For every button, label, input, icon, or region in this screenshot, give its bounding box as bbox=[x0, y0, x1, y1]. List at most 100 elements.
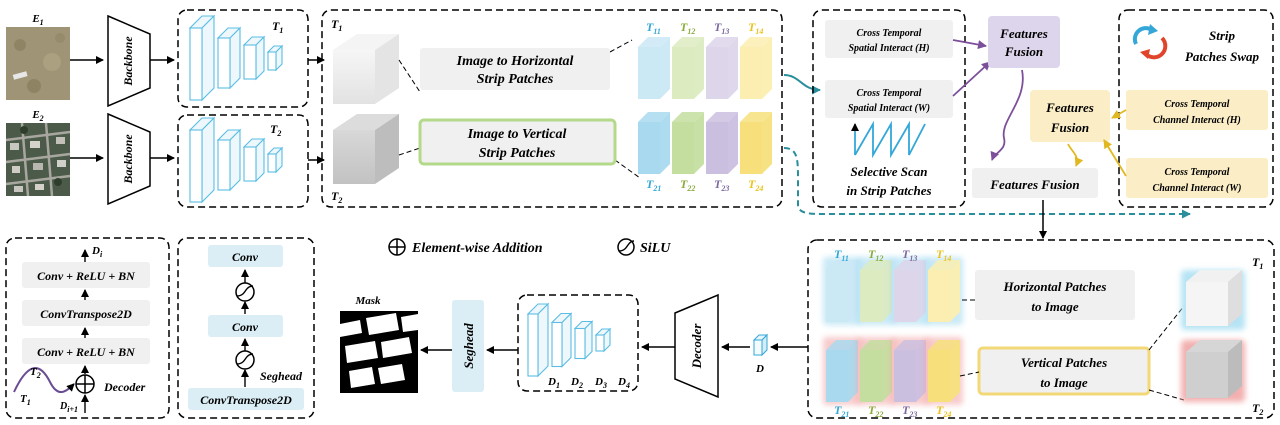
seghead-detail-label: Seghead bbox=[260, 369, 303, 383]
feature-d-label: D bbox=[755, 363, 764, 375]
output-mask: Mask bbox=[340, 295, 418, 393]
strip-top-token-2: T12 bbox=[680, 20, 695, 36]
swap-title-line1: Strip bbox=[1209, 28, 1236, 43]
feature-pyramid-t1 bbox=[188, 14, 284, 102]
horizontal-to-image-line1: Horizontal Patches bbox=[1003, 279, 1107, 294]
seghead-silu-icon-1 bbox=[235, 282, 255, 302]
channel-interact-h-line2: Channel Interact (H) bbox=[1153, 115, 1241, 126]
selective-scan-icon bbox=[851, 120, 926, 159]
strip-bottom-token-3: T23 bbox=[714, 177, 729, 193]
strip-patches-top: T11 T12 T13 T14 bbox=[638, 20, 772, 99]
strip-bottom-patch-3: T23 bbox=[706, 112, 738, 193]
backbone-label-1: Backbone bbox=[121, 36, 135, 87]
feature-box-t1: T1 bbox=[177, 9, 309, 108]
fusion-mid-line1: Features bbox=[1045, 100, 1094, 115]
reconstruct-bottom-patch-3: T23 bbox=[891, 337, 929, 419]
selective-scan-line2: in Strip Patches bbox=[846, 183, 931, 198]
strip-bottom-token-1: T21 bbox=[646, 177, 661, 193]
seghead-convt bbox=[188, 388, 304, 410]
vertical-strip-line1: Image to Vertical bbox=[467, 127, 567, 142]
pyramid-decoded-level-1 bbox=[526, 302, 550, 378]
decoder-d-in: Di+1 bbox=[59, 401, 78, 414]
pyramid-t2-level-2 bbox=[216, 128, 242, 192]
pyramid-t1-level-2 bbox=[216, 26, 242, 90]
label-e2: E2 bbox=[31, 109, 43, 123]
label-t2: T2 bbox=[270, 122, 281, 138]
pyramid-t2-level-4 bbox=[266, 146, 284, 174]
reconstructed-cube-t2 bbox=[1181, 340, 1245, 402]
decoder-t2: T2 bbox=[30, 366, 41, 380]
decoder-layer-3 bbox=[22, 338, 150, 364]
strip-top-patch-3: T13 bbox=[706, 20, 738, 99]
decoded-feature-pyramid bbox=[526, 302, 612, 378]
horizontal-to-image-box bbox=[975, 270, 1135, 320]
decoder-module-label: Decoder bbox=[689, 323, 704, 370]
pyramid-decoded-level-3 bbox=[573, 320, 594, 360]
feature-box-t2: T2 bbox=[177, 114, 309, 208]
strip-patch-block: T1 T2 Image to Horizontal Strip Patches … bbox=[321, 9, 783, 208]
horizontal-to-image-line2: to Image bbox=[1031, 299, 1079, 314]
feature-d-cube: D bbox=[752, 333, 769, 375]
reconstruct-patches-bottom: T21 T22 T23 T24 bbox=[823, 337, 963, 419]
swap-icon bbox=[1132, 24, 1168, 60]
vertical-to-image-box bbox=[977, 346, 1151, 396]
spatial-interact-w-line2: Spatial Interact (W) bbox=[848, 103, 930, 114]
strip-top-token-4: T14 bbox=[748, 20, 763, 36]
reconstruct-top-token-3: T13 bbox=[902, 247, 917, 263]
decoder-layer-2-label: ConvTranspose2D bbox=[40, 307, 132, 321]
strip-bottom-token-4: T24 bbox=[748, 177, 763, 193]
reconstruct-top-token-1: T11 bbox=[834, 247, 849, 263]
horizontal-strip-line2: Strip Patches bbox=[477, 72, 554, 87]
reconstruct-bottom-patch-1: T21 bbox=[823, 337, 861, 419]
fusion-top-line2: Fusion bbox=[1004, 44, 1043, 59]
reconstruct-bottom-token-3: T23 bbox=[902, 403, 917, 419]
label-t1: T1 bbox=[272, 19, 283, 35]
vertical-strip-line2: Strip Patches bbox=[479, 146, 556, 161]
pyramid-t2-level-3 bbox=[242, 137, 266, 183]
seghead-module: Seghead bbox=[452, 300, 484, 392]
cube-t2 bbox=[333, 114, 399, 184]
feature-d2: D2 bbox=[570, 376, 583, 390]
seghead-convt-label: ConvTranspose2D bbox=[200, 393, 292, 407]
features-fusion-top: Features Fusion bbox=[988, 16, 1060, 68]
seghead-conv-2 bbox=[208, 315, 283, 337]
strip-patches-bottom: T21 T22 T23 T24 bbox=[638, 112, 772, 193]
pyramid-decoded-level-4 bbox=[594, 327, 612, 353]
spatial-interact-h-line1: Cross Temporal bbox=[857, 28, 922, 39]
vertical-strip-box bbox=[418, 118, 617, 166]
reconstruct-top-token-4: T14 bbox=[936, 247, 951, 263]
label-e1: E1 bbox=[31, 13, 43, 27]
decoder-module: Decoder bbox=[674, 293, 719, 399]
legend-addition: Element-wise Addition bbox=[411, 241, 543, 256]
reconstruct-label-t2: T2 bbox=[1252, 401, 1263, 417]
spatial-interact-h-line2: Spatial Interact (H) bbox=[848, 43, 929, 54]
reconstruct-bottom-token-1: T21 bbox=[834, 403, 849, 419]
interact-block: Cross Temporal Spatial Interact (H) Cros… bbox=[812, 9, 966, 208]
swap-title-line2: Patches Swap bbox=[1185, 49, 1260, 64]
seghead-silu-icon-2 bbox=[235, 350, 255, 370]
reconstruct-block: T11 T12 T13 T14 T21 T22 T23 T24 Horizontal Pat… bbox=[807, 239, 1275, 419]
channel-interact-h-box bbox=[1126, 90, 1268, 130]
strip-label-t1: T1 bbox=[331, 17, 342, 33]
legend: Element-wise Addition SiLU bbox=[388, 238, 671, 256]
reconstruct-patches-top: T11 T12 T13 T14 bbox=[823, 247, 963, 325]
channel-interact-w-line1: Cross Temporal bbox=[1165, 167, 1230, 178]
pyramid-t1-level-1 bbox=[188, 14, 216, 102]
reconstruct-top-token-2: T12 bbox=[868, 247, 883, 263]
reconstruct-bottom-token-4: T24 bbox=[936, 403, 951, 419]
decoder-d-out: Di bbox=[91, 245, 103, 259]
decoder-layer-1-label: Conv + ReLU + BN bbox=[37, 269, 136, 283]
reconstruct-top-patch-3: T13 bbox=[891, 247, 929, 325]
features-fusion-bottom: Features Fusion bbox=[972, 168, 1098, 198]
strip-top-token-1: T11 bbox=[646, 20, 661, 36]
seghead-detail-block: Conv Conv Seghead ConvTranspose2D bbox=[177, 237, 315, 419]
pyramid-t2-level-1 bbox=[188, 116, 216, 204]
seghead-conv-2-label: Conv bbox=[232, 320, 259, 334]
decoded-features-box: D1 D2 D3 D4 bbox=[517, 294, 639, 392]
horizontal-strip-box bbox=[420, 48, 610, 90]
strip-bottom-token-2: T22 bbox=[680, 177, 695, 193]
strip-top-patch-4: T14 bbox=[740, 20, 772, 99]
fusion-mid-line2: Fusion bbox=[1050, 120, 1089, 135]
decoder-addition-icon bbox=[75, 374, 95, 394]
feature-d1: D1 bbox=[547, 376, 560, 390]
